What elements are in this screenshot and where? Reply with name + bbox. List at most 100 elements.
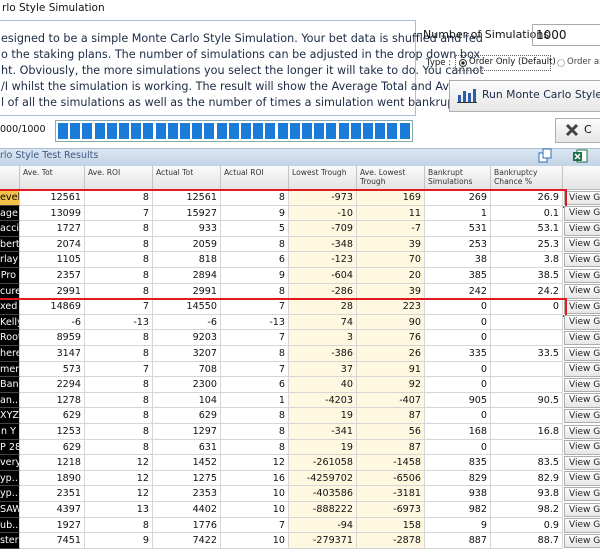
view-button[interactable]: View Gr [564, 252, 600, 268]
view-button[interactable]: View Gr [564, 486, 600, 502]
view-button[interactable]: View Gr [564, 284, 600, 299]
view-button[interactable]: View Gr [564, 362, 600, 377]
table-cell: 3.8 [491, 252, 563, 268]
progress-block [131, 123, 142, 139]
simulations-input[interactable]: 1000 [532, 24, 600, 46]
progress-block [192, 123, 203, 139]
table-cell: -386 [289, 346, 357, 362]
view-button[interactable]: View Gr [564, 455, 600, 471]
type-option[interactable]: Order and [567, 57, 600, 67]
table-cell: 70 [357, 252, 425, 268]
table-cell: 8 [85, 221, 153, 237]
view-button[interactable]: View Gr [564, 408, 600, 424]
view-button[interactable]: View Gr [564, 237, 600, 252]
radio[interactable] [557, 59, 565, 67]
table-cell: 53.1 [491, 221, 563, 237]
excel-icon[interactable] [572, 148, 588, 164]
progress-block [350, 123, 361, 139]
row-name: SAW [0, 502, 20, 518]
description-line: /I whilst the simulation is working. The… [1, 80, 482, 93]
view-button[interactable]: View Gr [564, 206, 600, 221]
copy-icon[interactable] [537, 148, 553, 164]
view-button[interactable]: View Gr [564, 315, 600, 330]
cancel-icon [565, 123, 579, 137]
row-name: yp.. [0, 486, 20, 502]
table-cell: 10 [221, 486, 289, 502]
progress-block [228, 123, 239, 139]
table-cell: 39 [357, 283, 425, 300]
table-cell: 56 [357, 424, 425, 440]
table-cell: 2991 [20, 283, 85, 300]
column-header: Actual ROI [221, 166, 289, 190]
view-button[interactable]: View Gr [564, 268, 600, 284]
table-cell: 8 [85, 424, 153, 440]
table-cell: 1105 [20, 252, 85, 268]
view-button[interactable]: View Gr [564, 330, 600, 346]
table-cell: 7 [85, 299, 153, 315]
table-cell: 1218 [20, 455, 85, 471]
table-cell: 0.1 [491, 205, 563, 222]
table-cell: 168 [425, 424, 491, 440]
table-cell: -604 [289, 268, 357, 284]
table-cell: 1253 [20, 424, 85, 440]
table-cell: 90 [357, 314, 425, 331]
table-cell: -348 [289, 236, 357, 253]
row-name: Kelly [0, 314, 20, 331]
progress-block [241, 123, 251, 139]
cancel-label: C [584, 123, 592, 136]
table-cell: 12561 [20, 190, 85, 206]
table-cell: -4203 [289, 392, 357, 409]
view-button[interactable]: View Gr [564, 533, 600, 549]
table-cell: 8 [85, 283, 153, 300]
view-button[interactable]: View Gr [564, 471, 600, 486]
radio-selected[interactable] [459, 59, 467, 67]
view-button[interactable]: View Gr [564, 377, 600, 393]
table-cell: -2878 [357, 533, 425, 549]
view-button[interactable]: View Gr [564, 424, 600, 440]
column-header: Bankrupt Simulations [425, 166, 491, 190]
table-cell: 1 [425, 205, 491, 222]
progress-block [363, 123, 373, 139]
table-cell: 7 [221, 361, 289, 378]
table-cell: 26.9 [491, 190, 563, 206]
row-name: evel [0, 190, 20, 206]
view-button[interactable]: View Gr [564, 393, 600, 408]
table-cell: 83.5 [491, 455, 563, 471]
column-header [563, 166, 600, 190]
row-name: rlay [0, 252, 20, 268]
type-option[interactable]: Order Only (Default) [469, 57, 556, 67]
table-cell: 8 [221, 283, 289, 300]
table-cell: 28 [289, 299, 357, 315]
table-cell: 88.7 [491, 533, 563, 549]
view-button[interactable]: View Gr [564, 440, 600, 455]
row-name: an... [0, 392, 20, 409]
table-cell: 7 [221, 330, 289, 346]
table-cell: -13 [221, 314, 289, 331]
view-button[interactable]: View Gr [564, 346, 600, 362]
table-cell: 0 [425, 361, 491, 378]
title-bar: rlo Style Simulation [2, 2, 105, 14]
table-cell: 158 [357, 517, 425, 534]
table-cell: 11 [357, 205, 425, 222]
table-cell: 818 [153, 252, 221, 268]
table-cell: 8 [221, 439, 289, 456]
table-cell: 4397 [20, 502, 85, 518]
progress-block [167, 123, 178, 139]
table-cell: 6 [221, 252, 289, 268]
table-cell: 9 [425, 517, 491, 534]
view-button[interactable]: View Gr [564, 518, 600, 533]
view-button[interactable]: View Gr [564, 221, 600, 237]
row-name: P 28 [0, 439, 20, 456]
row-name: n Y [0, 424, 20, 440]
view-button[interactable]: View Gr [564, 299, 600, 315]
view-button[interactable]: View Gr [564, 502, 600, 518]
table-cell: 0 [425, 408, 491, 424]
row-name: here [0, 346, 20, 362]
table-cell: -973 [289, 190, 357, 206]
column-header: Ave. Tot [20, 166, 85, 190]
view-button[interactable]: View Gr [564, 190, 600, 206]
table-cell: 2059 [153, 236, 221, 253]
table-cell [491, 330, 563, 346]
progress-block [143, 123, 154, 139]
cancel-button[interactable] [555, 118, 600, 143]
